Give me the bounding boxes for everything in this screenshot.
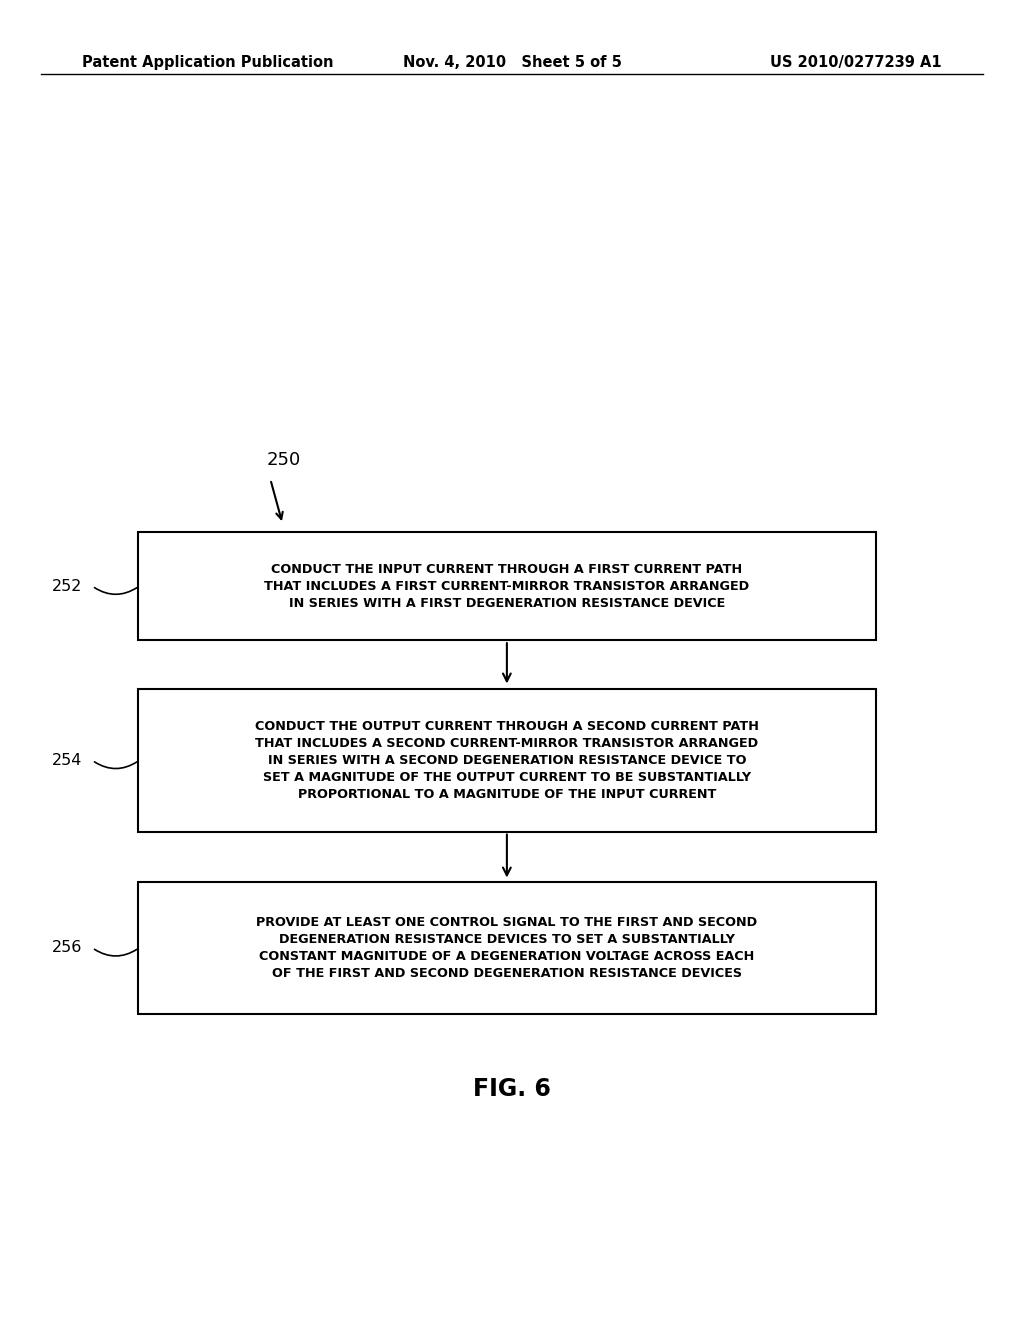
Text: 254: 254 (51, 752, 82, 768)
Text: 250: 250 (266, 450, 300, 469)
Text: FIG. 6: FIG. 6 (473, 1077, 551, 1101)
Text: 256: 256 (51, 940, 82, 956)
Text: CONDUCT THE INPUT CURRENT THROUGH A FIRST CURRENT PATH
THAT INCLUDES A FIRST CUR: CONDUCT THE INPUT CURRENT THROUGH A FIRS… (264, 562, 750, 610)
Text: 252: 252 (51, 578, 82, 594)
Text: PROVIDE AT LEAST ONE CONTROL SIGNAL TO THE FIRST AND SECOND
DEGENERATION RESISTA: PROVIDE AT LEAST ONE CONTROL SIGNAL TO T… (256, 916, 758, 979)
Bar (138, 689, 876, 832)
Bar (138, 532, 876, 640)
Text: CONDUCT THE OUTPUT CURRENT THROUGH A SECOND CURRENT PATH
THAT INCLUDES A SECOND : CONDUCT THE OUTPUT CURRENT THROUGH A SEC… (255, 719, 759, 801)
Text: US 2010/0277239 A1: US 2010/0277239 A1 (770, 55, 942, 70)
Text: Patent Application Publication: Patent Application Publication (82, 55, 334, 70)
Bar (138, 882, 876, 1014)
Text: Nov. 4, 2010   Sheet 5 of 5: Nov. 4, 2010 Sheet 5 of 5 (402, 55, 622, 70)
